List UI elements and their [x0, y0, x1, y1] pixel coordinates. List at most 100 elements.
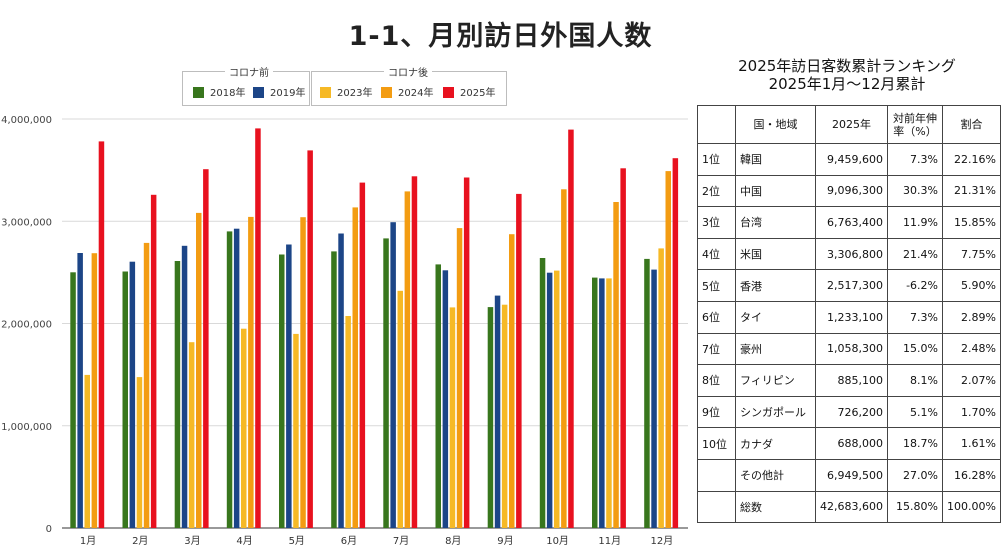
share-cell: 16.28%: [941, 458, 1001, 492]
share-cell: 2.48%: [941, 332, 1001, 366]
header-rank: [697, 105, 736, 144]
table-row: 2位 中国 9,096,300 30.3% 21.31%: [697, 174, 1001, 208]
x-tick-label: 3月: [184, 535, 200, 547]
bar: [345, 316, 351, 528]
bar: [404, 191, 411, 528]
value-cell: 3,306,800: [815, 237, 888, 271]
y-tick-label: 2,000,000: [1, 320, 52, 331]
bar: [651, 269, 657, 528]
header-country: 国・地域: [735, 105, 816, 144]
growth-cell: 7.3%: [886, 143, 943, 176]
rank-cell: 1位: [697, 143, 736, 176]
country-cell: フィリピン: [735, 364, 816, 397]
bar: [286, 244, 292, 528]
bar: [203, 169, 209, 528]
growth-cell: 15.80%: [886, 490, 943, 524]
bar: [77, 253, 83, 528]
bar: [293, 333, 299, 528]
legend-item[interactable]: 2023年: [320, 84, 372, 99]
table-row: 5位 香港 2,517,300 -6.2% 5.90%: [697, 269, 1001, 302]
share-cell: 21.31%: [941, 174, 1001, 208]
y-tick-label: 1,000,000: [1, 422, 52, 433]
bar: [181, 245, 188, 529]
table-row: その他計 6,949,500 27.0% 16.28%: [697, 458, 1001, 492]
legend-group-pre-covid: コロナ前 2018年 2019年: [182, 64, 310, 106]
legend-label: 2018年: [210, 88, 246, 99]
table-row: 6位 タイ 1,233,100 7.3% 2.89%: [697, 300, 1001, 334]
rank-cell: 2位: [697, 174, 736, 208]
table-row: 8位 フィリピン 885,100 8.1% 2.07%: [697, 364, 1001, 397]
share-cell: 1.70%: [941, 395, 1001, 429]
share-cell: 2.07%: [941, 364, 1001, 397]
growth-cell: 5.1%: [886, 395, 943, 429]
bar: [248, 216, 254, 528]
bar: [613, 202, 619, 528]
bar: [487, 307, 494, 528]
bar: [599, 278, 605, 528]
value-cell: 688,000: [815, 427, 888, 460]
bar: [307, 150, 313, 528]
bar: [241, 328, 247, 528]
table-row: 7位 豪州 1,058,300 15.0% 2.48%: [697, 332, 1001, 366]
bar: [150, 194, 157, 529]
bar: [592, 277, 598, 528]
share-cell: 1.61%: [941, 427, 1001, 460]
legend-swatch: [443, 87, 454, 98]
bar: [672, 158, 679, 528]
y-tick-label: 4,000,000: [1, 115, 52, 126]
growth-cell: 11.9%: [886, 206, 943, 239]
bar: [390, 222, 396, 528]
bar: [136, 377, 143, 528]
table-row: 4位 米国 3,306,800 21.4% 7.75%: [697, 237, 1001, 271]
bar: [463, 177, 470, 528]
rank-cell: 6位: [697, 300, 736, 334]
bar: [435, 264, 441, 528]
rank-cell: 4位: [697, 237, 736, 271]
growth-cell: 15.0%: [886, 332, 943, 366]
y-tick-label: 0: [46, 524, 52, 535]
growth-cell: 7.3%: [886, 300, 943, 334]
bar: [300, 217, 306, 528]
legend-item[interactable]: 2024年: [381, 84, 433, 99]
x-tick-label: 6月: [341, 535, 357, 547]
ranking-title-line2: 2025年1月〜12月累計: [768, 75, 926, 93]
bar: [122, 271, 128, 528]
bar: [606, 278, 612, 528]
legend-item[interactable]: 2025年: [443, 84, 495, 99]
page-title: 1-1、月別訪日外国人数: [348, 21, 653, 52]
bar: [233, 228, 240, 528]
share-cell: 2.89%: [941, 300, 1001, 334]
country-cell: シンガポール: [735, 395, 816, 429]
bar: [143, 242, 150, 528]
legend-item[interactable]: 2019年: [253, 84, 305, 99]
share-cell: 5.90%: [941, 269, 1001, 302]
x-tick-label: 11月: [598, 535, 621, 547]
bar: [70, 272, 76, 528]
x-tick-label: 12月: [651, 535, 674, 547]
header-share: 割合: [941, 105, 1001, 144]
value-cell: 1,058,300: [815, 332, 888, 366]
x-tick-label: 10月: [546, 535, 569, 547]
bar: [129, 261, 136, 528]
share-cell: 100.00%: [941, 490, 1001, 524]
bar: [658, 248, 664, 528]
legend-group-label: コロナ前: [225, 64, 273, 79]
bar: [516, 193, 522, 528]
bar: [279, 254, 285, 528]
value-cell: 2,517,300: [815, 269, 888, 302]
growth-cell: 8.1%: [886, 364, 943, 397]
growth-cell: 18.7%: [886, 427, 943, 460]
legend-label: 2019年: [270, 88, 306, 99]
country-cell: 中国: [735, 174, 816, 208]
value-cell: 1,233,100: [815, 300, 888, 334]
bar: [546, 272, 553, 528]
country-cell: 香港: [735, 269, 816, 302]
x-tick-label: 8月: [445, 535, 461, 547]
bar: [255, 128, 261, 528]
ranking-title-line1: 2025年訪日客数累計ランキング: [738, 57, 956, 75]
country-cell: タイ: [735, 300, 816, 334]
table-row: 3位 台湾 6,763,400 11.9% 15.85%: [697, 206, 1001, 239]
legend-item[interactable]: 2018年: [193, 84, 245, 99]
value-cell: 9,096,300: [815, 174, 888, 208]
x-tick-label: 9月: [497, 535, 513, 547]
